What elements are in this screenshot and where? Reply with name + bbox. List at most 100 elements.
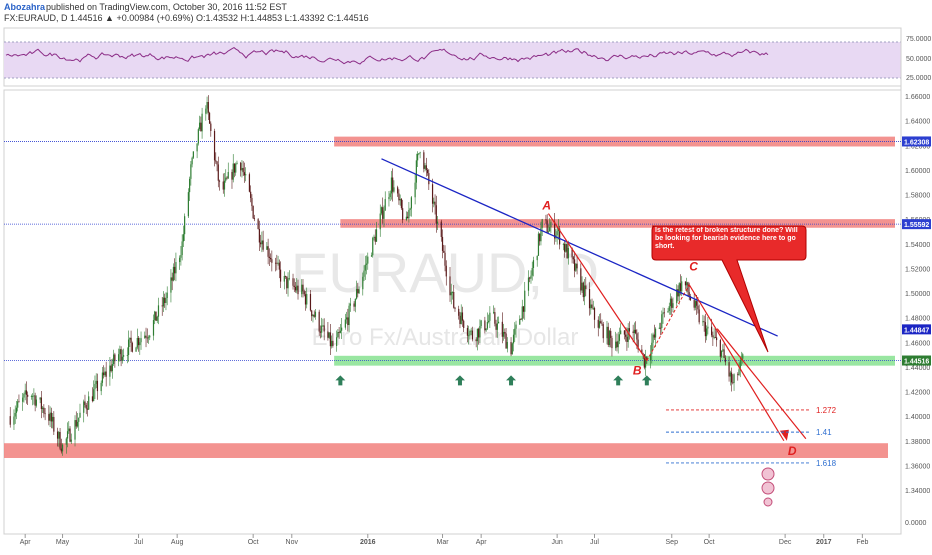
candle-body-254 xyxy=(453,291,455,308)
candle-body-299 xyxy=(531,267,533,276)
fib-levels-layer[interactable]: 1.272 1.41 1.618 xyxy=(666,406,837,468)
candle-body-369 xyxy=(653,334,655,338)
candle-body-259 xyxy=(461,312,464,321)
candle-body-138 xyxy=(251,197,253,207)
candle-body-415 xyxy=(733,374,735,383)
candle-body-54 xyxy=(104,371,106,376)
candle-body-266 xyxy=(475,339,477,342)
candle-body-161 xyxy=(292,278,294,286)
candle-body-309 xyxy=(549,227,551,232)
candle-body-276 xyxy=(493,312,495,313)
candle-body-404 xyxy=(714,336,716,338)
candle-body-53 xyxy=(103,372,105,376)
candle-body-86 xyxy=(161,305,163,307)
candle-body-371 xyxy=(658,327,660,329)
candle-body-398 xyxy=(704,322,706,337)
main-pane[interactable] xyxy=(3,89,902,535)
candle-body-348 xyxy=(617,340,619,348)
candle-body-143 xyxy=(260,242,262,245)
candle-body-12 xyxy=(32,396,34,397)
time-axis[interactable]: Apr May Jul Aug Oct Nov 2016 Mar Apr Jun Jul Sep Oct… xyxy=(20,534,869,546)
price-axis[interactable]: 1.660001.640001.620001.600001.580001.560… xyxy=(902,94,931,527)
drawings-layer[interactable]: A B C D xyxy=(541,199,807,458)
price-tick-8: 1.50000 xyxy=(905,291,930,298)
event-icon-1[interactable] xyxy=(761,467,775,481)
candle-body-92 xyxy=(171,277,173,281)
candle-body-64 xyxy=(121,356,123,361)
candle-body-363 xyxy=(643,354,645,368)
price-label-text-2: 1.44847 xyxy=(904,327,929,334)
candle-body-159 xyxy=(287,278,289,289)
candle-body-202 xyxy=(363,270,365,277)
candle-body-333 xyxy=(591,304,593,308)
candle-body-116 xyxy=(213,130,216,161)
candle-body-347 xyxy=(616,341,618,348)
candle-body-167 xyxy=(302,284,304,292)
candle-body-274 xyxy=(488,320,490,323)
candle-body-177 xyxy=(319,331,322,333)
candle-body-38 xyxy=(76,421,79,427)
candle-body-81 xyxy=(152,320,155,336)
candle-body-44 xyxy=(86,408,89,410)
candle-body-232 xyxy=(415,160,417,183)
support-arrow-0 xyxy=(335,375,346,386)
candle-body-35 xyxy=(70,439,72,442)
trendline-layer[interactable] xyxy=(381,158,778,337)
candle-body-227 xyxy=(407,216,409,219)
candle-body-68 xyxy=(129,337,131,340)
candle-body-118 xyxy=(216,161,218,165)
candle-body-189 xyxy=(339,330,341,333)
candle-body-244 xyxy=(435,205,437,224)
candle-body-190 xyxy=(341,327,343,331)
candle-body-283 xyxy=(504,332,506,334)
candle-body-378 xyxy=(669,298,672,307)
candle-body-192 xyxy=(345,317,348,320)
candle-body-260 xyxy=(463,320,465,329)
candle-body-89 xyxy=(165,298,167,304)
candle-body-245 xyxy=(436,221,439,224)
event-icon-3[interactable] xyxy=(763,497,773,507)
candle-body-166 xyxy=(301,284,303,295)
candle-body-51 xyxy=(100,382,102,392)
candle-body-25 xyxy=(53,416,55,432)
candle-body-226 xyxy=(405,216,407,220)
candle-body-184 xyxy=(331,340,333,347)
author-name[interactable]: Abozahra xyxy=(4,2,46,12)
rsi-pane[interactable]: 75.0000 50.0000 25.0000 xyxy=(3,27,931,87)
candle-body-313 xyxy=(556,231,558,236)
fib-label-2: 1.618 xyxy=(816,459,837,468)
event-icon-2[interactable] xyxy=(761,481,775,495)
candle-body-142 xyxy=(258,229,260,243)
candle-body-104 xyxy=(191,157,193,165)
candle-body-3 xyxy=(15,407,18,413)
candle-body-182 xyxy=(328,332,330,338)
zone-demand-3 xyxy=(4,443,888,458)
candle-body-162 xyxy=(293,285,295,287)
candle-body-145 xyxy=(262,240,264,250)
candle-body-270 xyxy=(480,320,482,327)
event-icons[interactable] xyxy=(761,467,775,507)
candle-body-176 xyxy=(318,311,320,332)
candle-body-39 xyxy=(78,417,80,422)
candle-body-188 xyxy=(338,332,340,333)
callout[interactable]: Is the retest of broken structure done? … xyxy=(651,225,807,353)
candle-body-30 xyxy=(61,444,64,452)
candle-body-383 xyxy=(678,283,680,297)
candle-body-170 xyxy=(306,293,308,305)
candle-body-292 xyxy=(520,318,522,320)
candle-body-222 xyxy=(398,193,400,201)
candle-body-156 xyxy=(283,276,285,282)
candle-body-203 xyxy=(364,264,366,271)
rsi-tick-75: 75.0000 xyxy=(906,36,931,43)
candle-body-211 xyxy=(379,213,381,230)
candle-body-373 xyxy=(661,314,663,328)
candle-body-406 xyxy=(719,340,721,357)
candle-body-322 xyxy=(572,257,574,260)
candle-body-215 xyxy=(384,199,386,211)
candle-body-337 xyxy=(598,321,601,328)
candle-body-212 xyxy=(380,207,383,214)
candle-body-19 xyxy=(43,407,45,414)
time-tick-1: May xyxy=(56,539,70,546)
candle-body-255 xyxy=(454,307,456,309)
